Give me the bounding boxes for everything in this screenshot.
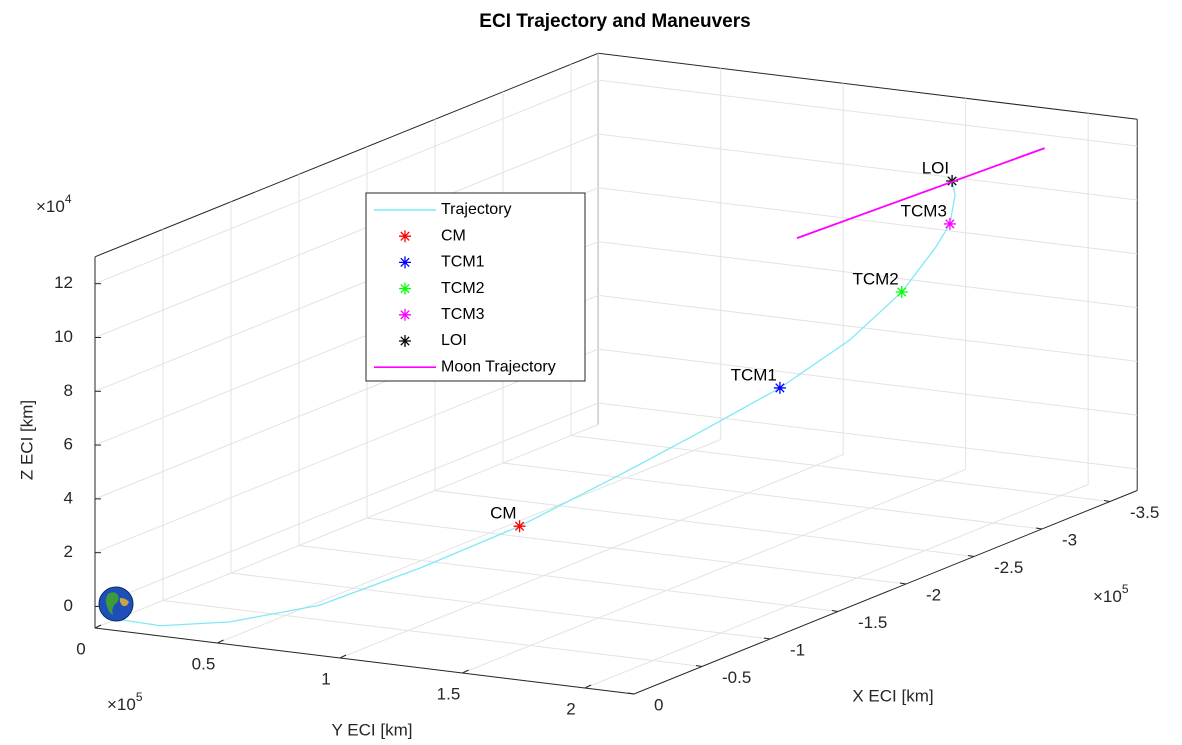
- maneuver-label: TCM1: [731, 365, 777, 384]
- chart-title: ECI Trajectory and Maneuvers: [479, 11, 750, 32]
- x-tick-label: -2.5: [994, 558, 1023, 577]
- z-multiplier: ×104: [36, 192, 72, 216]
- grid-line: [95, 349, 1137, 553]
- grid-line: [95, 80, 1137, 284]
- legend-label: Moon Trajectory: [441, 358, 556, 375]
- x-multiplier: ×105: [1093, 582, 1129, 606]
- legend-label: TCM3: [441, 306, 485, 323]
- z-tick-label: 6: [64, 435, 73, 454]
- y-tick: [585, 685, 591, 688]
- x-tick-label: -3: [1062, 530, 1077, 549]
- y-tick: [463, 670, 469, 673]
- maneuver-label: LOI: [922, 158, 949, 177]
- maneuver-label: CM: [490, 504, 516, 523]
- x-multiplier-exponent: 5: [1122, 582, 1129, 596]
- y-tick-label: 0: [76, 639, 85, 658]
- y-tick-label: 0.5: [192, 654, 216, 673]
- z-tick-label: 4: [64, 488, 73, 507]
- y-tick: [340, 655, 346, 658]
- earth: [99, 587, 133, 621]
- grid-line: [463, 98, 966, 673]
- y-tick: [218, 640, 224, 643]
- legend-marker: [399, 335, 411, 347]
- grid-line: [585, 113, 1088, 688]
- grid-line: [95, 188, 1137, 392]
- y-tick: [95, 625, 101, 628]
- legend-label: LOI: [441, 332, 467, 349]
- y-tick-label: 1: [321, 669, 330, 688]
- y-axis-label: Y ECI [km]: [332, 720, 413, 739]
- z-multiplier-exponent: 4: [65, 192, 72, 206]
- x-axis: [634, 491, 1137, 695]
- legend-marker: [399, 230, 411, 242]
- box-edge: [95, 53, 1137, 257]
- legend-label: TCM1: [441, 254, 485, 271]
- y-axis: [95, 628, 634, 694]
- z-multiplier-base: ×10: [36, 197, 65, 216]
- x-tick-label: -2: [926, 585, 941, 604]
- grid-line: [95, 134, 1137, 338]
- y-tick-label: 2: [566, 699, 575, 718]
- z-tick-label: 12: [54, 273, 73, 292]
- chart: ECI Trajectory and Maneuvers Z ECI [km] …: [0, 0, 1182, 745]
- legend: Trajectory CM TCM1 TCM2 TCM3 LOI Moon Trajecto…: [366, 193, 585, 381]
- x-tick-label: 0: [654, 695, 663, 714]
- y-multiplier-base: ×10: [107, 695, 136, 714]
- grid-layer: 0 2 4 6 8 10 12 0 0.5 1 1.5 2 0 -0.5 -1 -1.5 -2 -2.5 -3 -3.…: [54, 53, 1159, 718]
- x-axis-label: X ECI [km]: [852, 686, 933, 705]
- legend-label: CM: [441, 227, 466, 244]
- z-tick-label: 0: [64, 596, 73, 615]
- y-tick-label: 1.5: [437, 684, 461, 703]
- y-multiplier: ×105: [107, 690, 143, 714]
- grid-line: [571, 64, 1110, 501]
- x-tick-label: -3.5: [1130, 503, 1159, 522]
- z-tick-label: 10: [54, 327, 73, 346]
- x-multiplier-base: ×10: [1093, 587, 1122, 606]
- x-tick-label: -1: [790, 640, 805, 659]
- maneuver-label: TCM2: [852, 269, 898, 288]
- x-tick-label: -1.5: [858, 613, 887, 632]
- grid-line: [95, 295, 1137, 499]
- grid-line: [95, 242, 1137, 445]
- y-multiplier-exponent: 5: [136, 690, 143, 704]
- maneuver-label: TCM3: [901, 201, 947, 220]
- legend-label: TCM2: [441, 280, 485, 297]
- z-tick-label: 8: [64, 381, 73, 400]
- z-axis-label: Z ECI [km]: [17, 400, 36, 480]
- legend-label: Trajectory: [441, 201, 512, 218]
- z-tick-label: 2: [64, 542, 73, 561]
- x-tick-label: -0.5: [722, 668, 751, 687]
